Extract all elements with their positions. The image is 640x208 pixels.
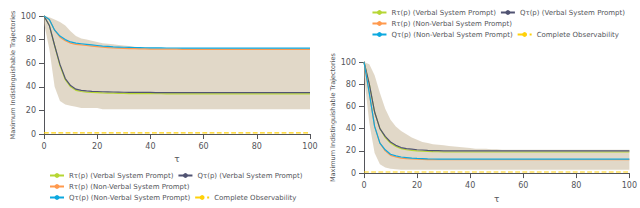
svg-text:Qτ(p) (Non-Verbal System Promp: Qτ(p) (Non-Verbal System Prompt) (69, 194, 190, 202)
svg-text:0: 0 (41, 142, 46, 151)
svg-text:0: 0 (351, 169, 356, 178)
svg-text:20: 20 (26, 106, 36, 115)
svg-text:Complete Observability: Complete Observability (537, 31, 619, 39)
svg-text:Maximum Indistinguishable Traj: Maximum Indistinguishable Trajectories (329, 52, 337, 182)
svg-text:40: 40 (346, 124, 356, 133)
svg-text:τ: τ (494, 194, 499, 204)
svg-text:Qτ(p) (Verbal System Prompt): Qτ(p) (Verbal System Prompt) (197, 172, 302, 180)
svg-text:60: 60 (346, 102, 356, 111)
svg-text:Rτ(p) (Non-Verbal System Promp: Rτ(p) (Non-Verbal System Prompt) (391, 20, 512, 28)
svg-text:0: 0 (31, 130, 36, 139)
svg-text:20: 20 (412, 181, 422, 190)
svg-text:40: 40 (145, 142, 155, 151)
svg-text:Qτ(p) (Verbal System Prompt): Qτ(p) (Verbal System Prompt) (520, 9, 625, 17)
svg-text:40: 40 (26, 82, 36, 91)
svg-text:Rτ(p) (Verbal System Prompt): Rτ(p) (Verbal System Prompt) (69, 172, 174, 180)
svg-text:80: 80 (346, 80, 356, 89)
svg-text:40: 40 (465, 181, 475, 190)
svg-text:60: 60 (199, 142, 209, 151)
svg-text:100: 100 (341, 58, 356, 67)
svg-text:60: 60 (518, 181, 528, 190)
svg-text:60: 60 (26, 59, 36, 68)
svg-text:80: 80 (252, 142, 262, 151)
svg-text:20: 20 (346, 146, 356, 155)
svg-text:0: 0 (361, 181, 366, 190)
svg-text:Rτ(p) (Verbal System Prompt): Rτ(p) (Verbal System Prompt) (391, 9, 496, 17)
svg-text:80: 80 (571, 181, 581, 190)
svg-text:Maximum Indistinguishable Traj: Maximum Indistinguishable Trajectories (9, 10, 17, 140)
svg-text:100: 100 (302, 142, 317, 151)
svg-text:100: 100 (622, 181, 637, 190)
svg-text:τ: τ (174, 154, 179, 164)
svg-text:80: 80 (26, 35, 36, 44)
svg-text:Rτ(p) (Non-Verbal System Promp: Rτ(p) (Non-Verbal System Prompt) (69, 183, 190, 191)
svg-text:Qτ(p) (Non-Verbal System Promp: Qτ(p) (Non-Verbal System Prompt) (391, 31, 512, 39)
svg-text:100: 100 (21, 12, 36, 21)
svg-text:20: 20 (92, 142, 102, 151)
svg-text:Complete Observability: Complete Observability (214, 194, 296, 202)
